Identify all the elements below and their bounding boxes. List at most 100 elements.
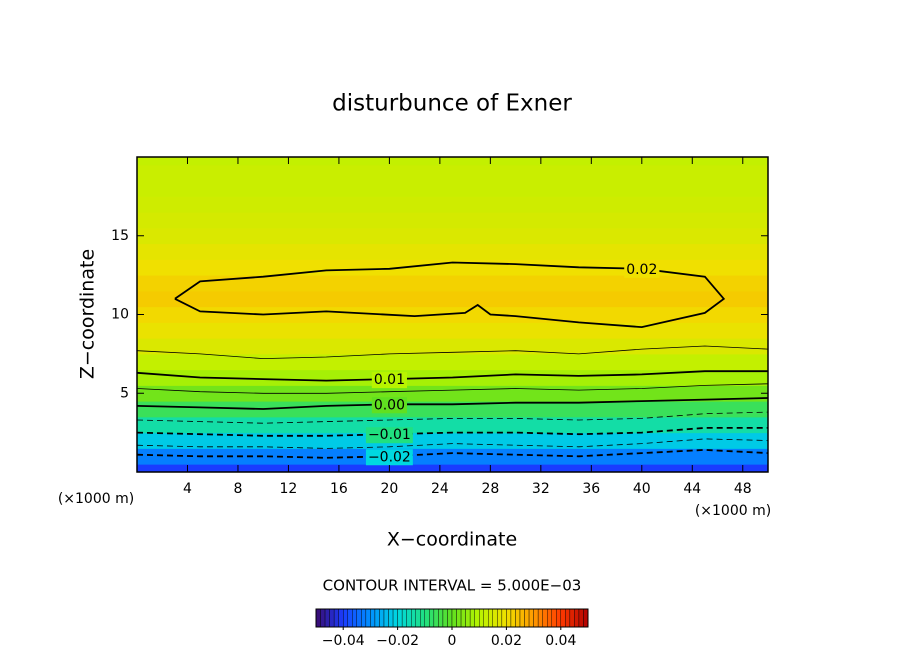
colorbar-cell xyxy=(497,608,503,628)
colorbar-cell xyxy=(338,608,344,628)
field xyxy=(137,157,768,472)
colorbar-cell xyxy=(533,608,539,628)
colorbar-cell xyxy=(415,608,421,628)
colorbar-cell xyxy=(569,608,575,628)
x-tick-label: 32 xyxy=(532,481,550,497)
colorbar-cell xyxy=(361,608,367,628)
contour-label-bg xyxy=(365,427,413,444)
y-axis-label: Z−coordinate xyxy=(77,249,99,379)
colorbar-cell xyxy=(551,608,557,628)
colorbar-cell xyxy=(510,608,516,628)
field-band xyxy=(137,290,768,308)
field-band xyxy=(137,212,768,229)
field-band xyxy=(137,196,768,213)
contour-line xyxy=(137,448,768,459)
field-band xyxy=(137,416,768,434)
contour-label: 0.02 xyxy=(626,262,657,278)
colorbar-cell xyxy=(347,608,353,628)
colorbar-cell xyxy=(429,608,435,628)
colorbar-tick-label: 0.04 xyxy=(545,633,576,649)
contour-label-bg xyxy=(371,397,407,414)
field-band xyxy=(137,306,768,323)
colorbar-cell xyxy=(383,608,389,628)
colorbar-cell xyxy=(578,608,584,628)
colorbar-cell xyxy=(519,608,525,628)
colorbar-cell xyxy=(528,608,534,628)
contour-label: −0.01 xyxy=(368,427,411,443)
colorbar-cell xyxy=(320,608,326,628)
x-tick-label: 24 xyxy=(431,481,449,497)
field-band xyxy=(137,385,768,402)
colorbar-cell xyxy=(333,608,339,628)
contour-line xyxy=(137,370,768,382)
contour-line xyxy=(137,438,768,449)
x-tick-label: 48 xyxy=(734,481,752,497)
contour-label: 0.00 xyxy=(374,397,405,413)
field-band xyxy=(137,338,768,355)
colorbar-cell xyxy=(506,608,512,628)
field-band xyxy=(137,259,768,276)
colorbar-cell xyxy=(515,608,521,628)
x-tick-label: 20 xyxy=(380,481,398,497)
field-band xyxy=(137,157,768,166)
colorbar-cell xyxy=(379,608,385,628)
colorbar-cell xyxy=(420,608,425,628)
colorbar-tick-label: 0.02 xyxy=(491,633,522,649)
x-tick-label: 36 xyxy=(582,481,600,497)
x-tick-label: 28 xyxy=(481,481,499,497)
colorbar-cell xyxy=(456,608,462,628)
contour-line xyxy=(137,427,768,437)
colorbar-cell xyxy=(479,608,484,628)
y-tick-label: 10 xyxy=(111,307,129,323)
colorbar-cell xyxy=(424,608,430,628)
colorbar-cell xyxy=(537,608,543,628)
colorbar-cell xyxy=(469,608,475,628)
x-tick-label: 4 xyxy=(183,481,192,497)
colorbar-title: CONTOUR INTERVAL = 5.000E−03 xyxy=(323,577,582,595)
colorbar-cell xyxy=(442,608,448,628)
x-unit: (×1000 m) xyxy=(695,503,771,519)
colorbar-cell xyxy=(451,608,457,628)
contours xyxy=(137,261,768,459)
x-axis-label: X−coordinate xyxy=(387,529,517,551)
field-band xyxy=(137,243,768,260)
contour-label-bg xyxy=(624,261,660,278)
contour-line xyxy=(137,411,768,424)
chart-title: disturbunce of Exner xyxy=(332,91,572,117)
colorbar-cell xyxy=(574,608,580,628)
colorbar-cell xyxy=(547,608,552,628)
colorbar-cell xyxy=(542,608,548,628)
field-band xyxy=(137,401,768,418)
contour-label: −0.02 xyxy=(368,449,411,465)
colorbar-cell xyxy=(565,608,571,628)
colorbar-cell xyxy=(524,608,530,628)
colorbar-tick-label: −0.04 xyxy=(322,633,365,649)
colorbar-cell xyxy=(329,608,335,628)
colorbar-tick-label: 0 xyxy=(448,633,457,649)
field-band xyxy=(137,448,768,465)
colorbar-cell xyxy=(447,608,453,628)
colorbar-cell xyxy=(365,608,371,628)
colorbar-cell xyxy=(324,608,330,628)
colorbar-cell xyxy=(411,608,416,628)
contour-label-bg xyxy=(365,449,413,466)
colorbar-cell xyxy=(392,608,398,628)
x-tick-label: 8 xyxy=(233,481,242,497)
colorbar-cell xyxy=(315,608,321,628)
contour-label: 0.01 xyxy=(374,372,405,388)
colorbar-cell xyxy=(401,608,407,628)
field-band xyxy=(137,275,768,292)
field-band xyxy=(137,464,768,472)
contour-line xyxy=(137,383,768,394)
colorbar-cell xyxy=(501,608,507,628)
contour-label-bg xyxy=(371,372,407,389)
overlay: 0.020.010.00−0.01−0.024 8 12 16 20 24 28 32 36 40… xyxy=(111,156,769,649)
colorbar-cell xyxy=(356,608,362,628)
field-band xyxy=(137,164,768,182)
colorbar-cell xyxy=(474,608,480,628)
colorbar-cell xyxy=(483,608,489,628)
colorbar-cell xyxy=(583,608,589,628)
colorbar-cell xyxy=(406,608,412,628)
x-tick-label: 40 xyxy=(633,481,651,497)
